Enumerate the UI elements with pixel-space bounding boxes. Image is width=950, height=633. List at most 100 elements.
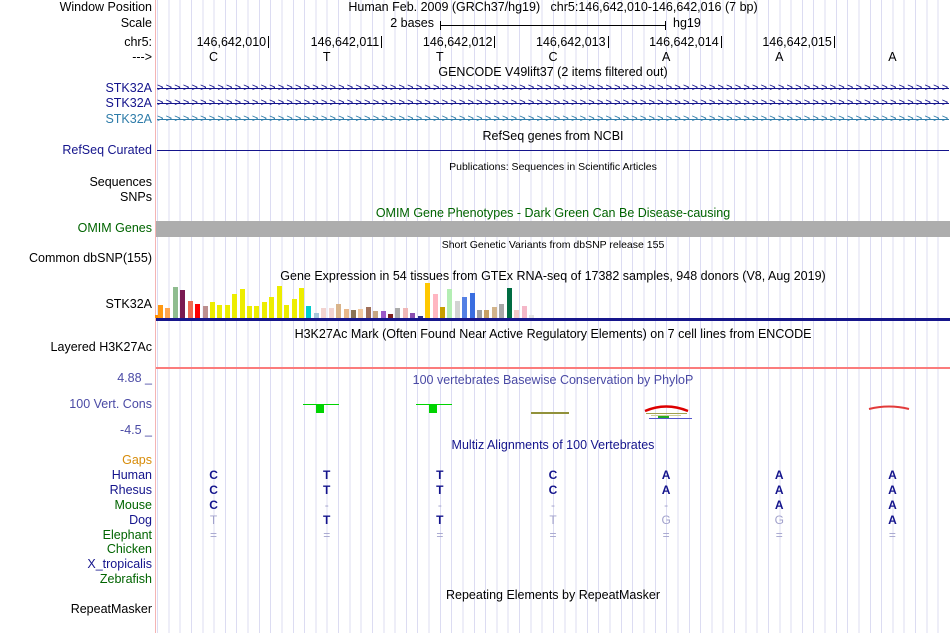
repeatmasker-track-title: Repeating Elements by RepeatMasker	[445, 588, 660, 602]
gtex-tissue-bar[interactable]	[298, 288, 304, 318]
gtex-tissue-bar[interactable]	[276, 286, 282, 318]
track-label-refseq-curated[interactable]: RefSeq Curated	[62, 143, 152, 157]
gtex-tissue-bar[interactable]	[432, 294, 438, 318]
gtex-tissue-bar[interactable]	[321, 308, 327, 318]
gene-model-arrows[interactable]: >>>>>>>>>>>>>>>>>>>>>>>>>>>>>>>>>>>>>>>>…	[157, 113, 949, 125]
gtex-tissue-bar[interactable]	[462, 297, 468, 318]
gtex-tissue-bar[interactable]	[254, 306, 260, 318]
gtex-tissue-bar[interactable]	[447, 289, 453, 318]
gtex-baseline[interactable]	[156, 318, 950, 321]
gtex-tissue-bar[interactable]	[180, 290, 186, 318]
gtex-tissue-bar[interactable]	[336, 304, 342, 318]
gtex-tissue-bar[interactable]	[417, 316, 423, 318]
ruler-tick	[381, 36, 383, 48]
gtex-tissue-bar[interactable]	[380, 311, 386, 318]
gtex-tissue-bar[interactable]	[313, 313, 319, 318]
coordinate-label: 146,642,012	[422, 35, 493, 49]
track-label-zebrafish[interactable]: Zebrafish	[99, 572, 152, 586]
track-label-100-vert-cons[interactable]: 100 Vert. Cons	[69, 397, 152, 411]
track-label-elephant[interactable]: Elephant	[102, 528, 152, 542]
scale-value: 2 bases	[390, 16, 434, 30]
track-label-repeatmasker[interactable]: RepeatMasker	[70, 602, 152, 616]
gtex-tissue-bar[interactable]	[343, 309, 349, 318]
alignment-base: =	[775, 528, 783, 542]
alignment-base: G	[774, 513, 784, 527]
alignment-base: C	[548, 468, 558, 482]
track-label-snps[interactable]: SNPs	[120, 190, 152, 204]
track-label-layered-h3k27ac[interactable]: Layered H3K27Ac	[50, 340, 152, 354]
assembly-label: hg19	[673, 16, 701, 30]
base-letter: A	[661, 50, 671, 64]
gtex-tissue-bar[interactable]	[358, 309, 364, 318]
ruler-tick	[494, 36, 496, 48]
gtex-tissue-bar[interactable]	[239, 289, 245, 318]
track-label-stk32a[interactable]: STK32A	[105, 112, 152, 126]
track-label-chicken[interactable]: Chicken	[106, 542, 152, 556]
gtex-tissue-bar[interactable]	[202, 306, 208, 318]
alignment-base: -	[550, 498, 555, 512]
gtex-tissue-bar[interactable]	[514, 310, 520, 318]
gtex-tissue-bar[interactable]	[350, 310, 356, 318]
gene-model-arrows[interactable]: >>>>>>>>>>>>>>>>>>>>>>>>>>>>>>>>>>>>>>>>…	[157, 82, 949, 94]
gtex-tissue-bar[interactable]	[291, 299, 297, 318]
gtex-tissue-bar[interactable]	[402, 308, 408, 318]
gtex-tissue-bar[interactable]	[306, 306, 312, 318]
track-label-dog[interactable]: Dog	[129, 513, 152, 527]
gene-model-line[interactable]	[157, 103, 949, 104]
gtex-tissue-bar[interactable]	[261, 302, 267, 318]
gtex-tissue-bar[interactable]	[521, 306, 527, 318]
gtex-tissue-bar[interactable]	[165, 308, 171, 318]
gtex-tissue-bar[interactable]	[477, 310, 483, 318]
gtex-tissue-bar[interactable]	[491, 307, 497, 318]
gtex-tissue-bar[interactable]	[232, 294, 238, 318]
gtex-tissue-bar[interactable]	[217, 305, 223, 318]
gtex-tissue-bar[interactable]	[284, 305, 290, 318]
gtex-tissue-bar[interactable]	[410, 313, 416, 318]
gtex-tissue-bar[interactable]	[388, 314, 394, 318]
gtex-tissue-bar[interactable]	[209, 302, 215, 318]
gene-model-line[interactable]	[157, 88, 949, 89]
refseq-curated-gene-line[interactable]	[157, 150, 949, 151]
track-label-stk32a[interactable]: STK32A	[105, 96, 152, 110]
track-label-stk32a[interactable]: STK32A	[105, 81, 152, 95]
ruler-tick	[607, 36, 609, 48]
gtex-tissue-bar[interactable]	[158, 305, 163, 318]
gtex-tissue-bar[interactable]	[529, 315, 534, 318]
gtex-tissue-bar[interactable]	[395, 308, 401, 318]
gene-model-line[interactable]	[157, 119, 949, 120]
gtex-tissue-bar[interactable]	[425, 283, 431, 318]
gtex-tissue-bar[interactable]	[187, 301, 193, 318]
track-label-gaps[interactable]: Gaps	[122, 453, 152, 467]
gtex-tissue-bar[interactable]	[247, 306, 253, 318]
gtex-track-title: Gene Expression in 54 tissues from GTEx …	[280, 269, 826, 283]
track-label-omim-genes[interactable]: OMIM Genes	[77, 221, 152, 235]
track-label-common-dbsnp[interactable]: Common dbSNP(155)	[29, 251, 152, 265]
gtex-tissue-bar[interactable]	[506, 288, 512, 318]
alignment-base: T	[436, 483, 444, 497]
alignment-base: A	[661, 483, 671, 497]
gtex-tissue-bar[interactable]	[469, 293, 475, 318]
gtex-tissue-bar[interactable]	[499, 304, 505, 318]
gtex-tissue-bar[interactable]	[224, 305, 230, 318]
track-label-gtex-stk32a[interactable]: STK32A	[105, 297, 152, 311]
gtex-tissue-bar[interactable]	[454, 301, 460, 318]
track-label-x_tropicalis[interactable]: X_tropicalis	[87, 557, 152, 571]
track-label-mouse[interactable]: Mouse	[114, 498, 152, 512]
ruler-tick	[268, 36, 270, 48]
gtex-tissue-bar[interactable]	[373, 311, 379, 318]
gtex-tissue-bar[interactable]	[484, 310, 490, 318]
alignment-base: T	[436, 468, 444, 482]
track-label-rhesus[interactable]: Rhesus	[109, 483, 152, 497]
gtex-tissue-bar[interactable]	[195, 304, 201, 318]
dbsnp-track-title: Short Genetic Variants from dbSNP releas…	[441, 239, 665, 251]
gene-model-arrows[interactable]: >>>>>>>>>>>>>>>>>>>>>>>>>>>>>>>>>>>>>>>>…	[157, 97, 949, 109]
gtex-tissue-bar[interactable]	[365, 307, 371, 318]
track-label-sequences[interactable]: Sequences	[89, 175, 152, 189]
gtex-tissue-bar[interactable]	[439, 307, 445, 318]
gtex-tissue-bar[interactable]	[172, 287, 178, 318]
scale-ruler-right-tick	[665, 21, 666, 30]
track-label-human[interactable]: Human	[111, 468, 152, 482]
gtex-tissue-bar[interactable]	[328, 308, 334, 318]
omim-gene-bar[interactable]	[156, 221, 950, 237]
gtex-tissue-bar[interactable]	[269, 297, 275, 318]
